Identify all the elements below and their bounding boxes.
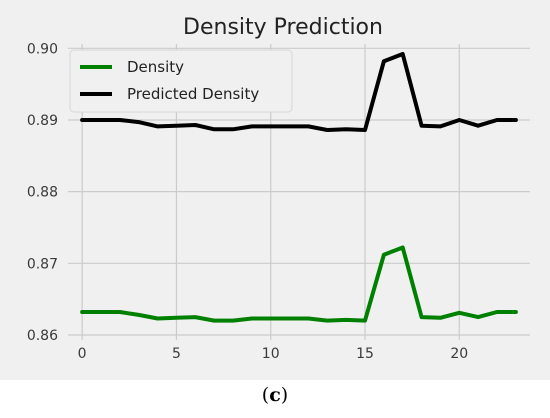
caption-open: ( [261, 384, 270, 406]
caption-letter: c [269, 384, 281, 406]
legend-box [69, 49, 293, 113]
series-line-predicted-density [80, 52, 518, 132]
x-tick-labels: 0 5 10 15 20 [78, 346, 469, 362]
figure-caption: (c) [0, 384, 550, 406]
y-tick-label: 0.86 [27, 328, 58, 344]
y-tick-label: 0.88 [27, 185, 58, 201]
legend: Density Predicted Density [69, 49, 293, 113]
legend-label: Predicted Density [127, 85, 259, 103]
chart-title: Density Prediction [183, 15, 383, 40]
y-tick-labels: 0.86 0.87 0.88 0.89 0.90 [27, 41, 58, 344]
series-lines [80, 52, 518, 323]
y-tick-label: 0.87 [27, 256, 58, 272]
x-tick-label: 5 [172, 346, 181, 362]
y-tick-label: 0.90 [27, 41, 58, 57]
x-tick-label: 10 [262, 346, 280, 362]
legend-label: Density [127, 58, 184, 76]
caption-close: ) [280, 384, 289, 406]
x-tick-label: 0 [78, 346, 87, 362]
chart-figure: 0.86 0.87 0.88 0.89 0.90 0 5 10 15 20 Density Pr… [0, 0, 550, 380]
x-tick-label: 15 [356, 346, 374, 362]
y-tick-label: 0.89 [27, 113, 58, 129]
x-tick-label: 20 [450, 346, 468, 362]
series-line-density [80, 245, 518, 323]
